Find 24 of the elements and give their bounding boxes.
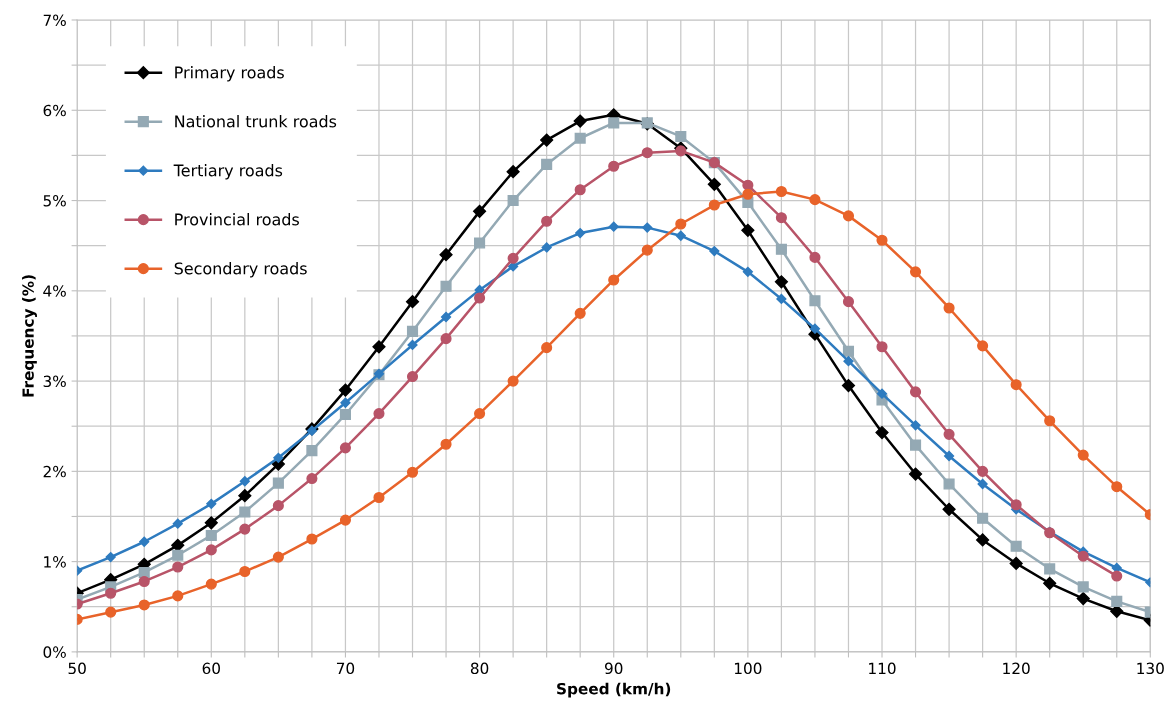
legend-label: National trunk roads <box>175 115 337 128</box>
x-tick-label: 60 <box>202 662 220 675</box>
y-tick-label: 2% <box>43 465 66 478</box>
x-tick-label: 80 <box>470 662 489 675</box>
legend-label: Primary roads <box>175 66 284 82</box>
x-tick-label: 50 <box>68 662 86 675</box>
legend-label: Secondary roads <box>174 262 307 278</box>
y-tick-label: 0% <box>43 646 66 658</box>
y-tick-label: 1% <box>44 556 66 568</box>
legend-label: Tertiary roads <box>173 164 283 180</box>
x-tick-label: 130 <box>1137 662 1164 675</box>
x-tick-label: 90 <box>604 662 623 675</box>
x-tick-label: 110 <box>869 662 896 675</box>
x-tick-label: 100 <box>734 662 762 675</box>
y-tick-label: 6% <box>43 104 66 117</box>
x-tick-label: 120 <box>1003 662 1030 675</box>
x-tick-label: 70 <box>336 662 355 675</box>
y-tick-label: 3% <box>43 375 66 388</box>
y-tick-label: 7% <box>43 14 66 27</box>
legend-label: Provincial roads <box>175 213 299 226</box>
y-axis-title: Frequency (%) <box>22 275 37 397</box>
y-tick-label: 4% <box>43 285 66 297</box>
y-tick-label: 5% <box>43 195 66 207</box>
x-axis-title: Speed (km/h) <box>557 682 671 698</box>
